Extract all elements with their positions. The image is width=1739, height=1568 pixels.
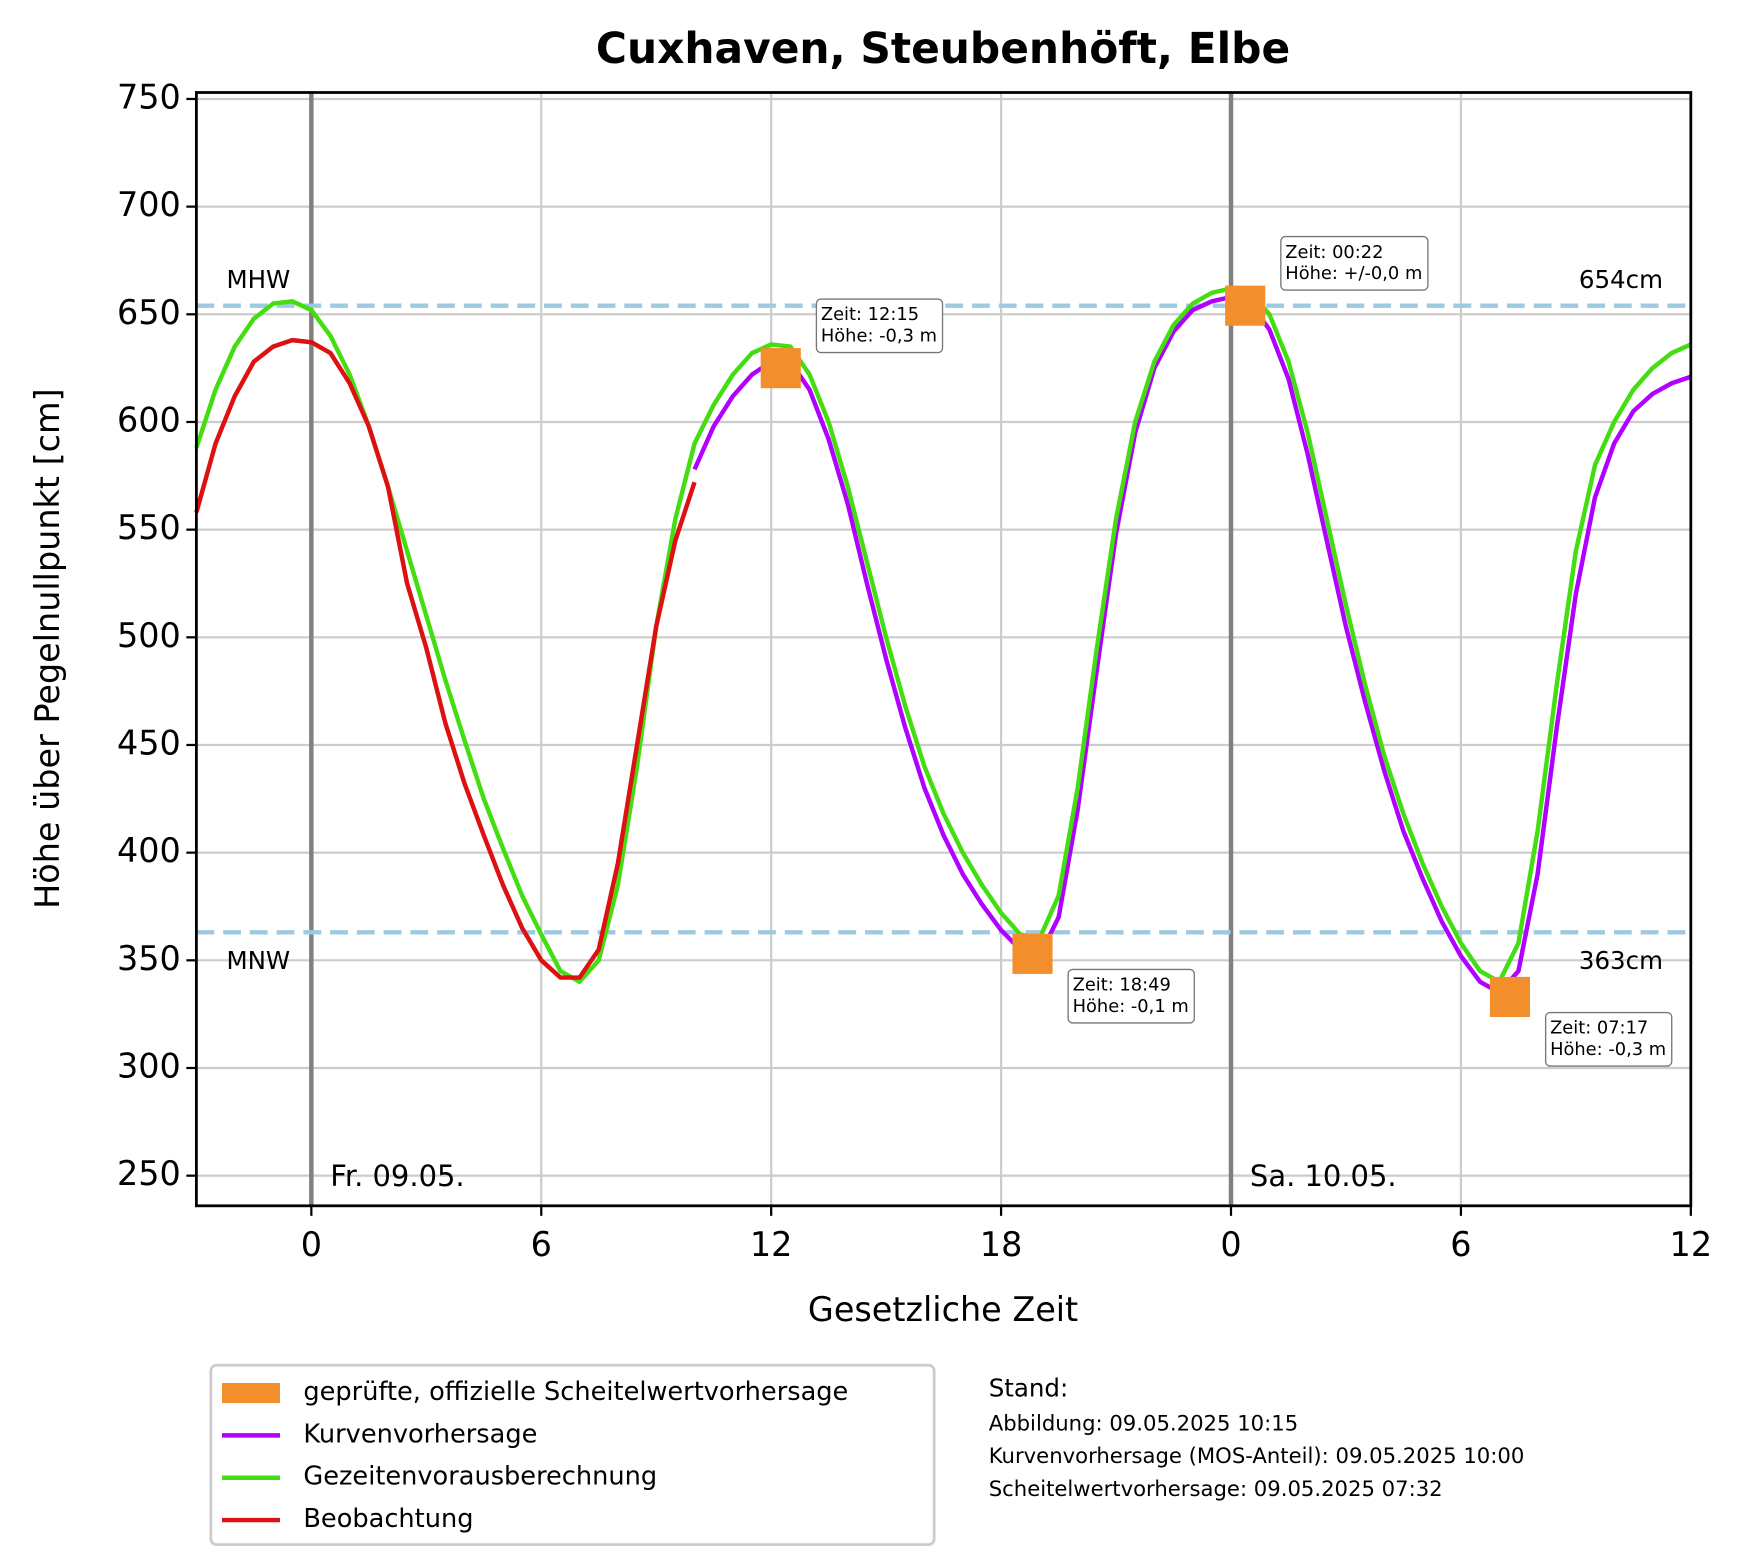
annotation-box [1280, 235, 1429, 291]
y-tick-label: 450 [117, 723, 181, 762]
y-tick-label: 250 [117, 1154, 181, 1193]
annotation-text: Zeit: 12:15 [821, 304, 919, 325]
day-label: Fr. 09.05. [330, 1159, 464, 1193]
y-tick-label: 750 [117, 77, 181, 116]
legend-label: Beobachtung [303, 1504, 473, 1534]
x-tick-label: 0 [1220, 1225, 1241, 1264]
reference-value-label: 654cm [1579, 265, 1663, 294]
reference-value-label: 363cm [1579, 946, 1663, 975]
y-tick-label: 350 [117, 939, 181, 978]
y-tick-label: 400 [117, 831, 181, 870]
note: Kurvenvorhersage (MOS-Anteil): 09.05.202… [989, 1443, 1525, 1468]
note: Scheitelwertvorhersage: 09.05.2025 07:32 [989, 1476, 1443, 1501]
x-tick-label: 12 [750, 1225, 793, 1264]
annotation-box [1544, 1011, 1673, 1067]
crest-marker [760, 348, 801, 389]
y-tick-label: 500 [117, 616, 181, 655]
note: Stand: [989, 1373, 1069, 1402]
y-axis-label: Höhe über Pegelnullpunkt [cm] [28, 388, 67, 908]
annotation-text: Höhe: -0,3 m [821, 325, 937, 346]
annotation-text: Zeit: 07:17 [1550, 1018, 1648, 1039]
y-tick-label: 300 [117, 1046, 181, 1085]
y-tick-label: 700 [117, 185, 181, 224]
annotation-text: Zeit: 18:49 [1073, 975, 1171, 996]
x-tick-label: 6 [531, 1225, 552, 1264]
crest-marker [1225, 285, 1266, 326]
legend-box [209, 1363, 936, 1546]
x-tick-label: 12 [1670, 1225, 1713, 1264]
note: Abbildung: 09.05.2025 10:15 [989, 1410, 1298, 1435]
y-tick-label: 650 [117, 293, 181, 332]
legend-label: geprüfte, offizielle Scheitelwertvorhers… [303, 1377, 848, 1407]
annotation-text: Höhe: -0,1 m [1073, 996, 1189, 1017]
annotation-text: Höhe: +/-0,0 m [1285, 263, 1422, 284]
annotation-box [815, 298, 944, 354]
annotation-text: Zeit: 00:22 [1285, 242, 1383, 263]
chart-title: Cuxhaven, Steubenhöft, Elbe [596, 24, 1290, 73]
data-line [194, 286, 1692, 985]
crest-marker [1489, 976, 1531, 1017]
reference-label: MNW [226, 946, 290, 975]
y-tick-label: 550 [117, 508, 181, 547]
plot-frame [194, 91, 1693, 1208]
y-tick-label: 600 [117, 400, 181, 439]
day-label: Sa. 10.05. [1250, 1159, 1397, 1193]
legend-swatch [222, 1383, 280, 1404]
annotation-text: Höhe: -0,3 m [1550, 1039, 1666, 1060]
data-line [692, 294, 1692, 995]
x-tick-label: 6 [1450, 1225, 1471, 1264]
data-line [194, 337, 697, 980]
x-tick-label: 18 [980, 1225, 1023, 1264]
legend-label: Kurvenvorhersage [303, 1419, 537, 1449]
reference-label: MHW [226, 265, 290, 294]
crest-marker [1012, 933, 1053, 974]
legend-label: Gezeitenvorausberechnung [303, 1462, 657, 1492]
annotation-box [1067, 968, 1195, 1024]
x-axis-label: Gesetzliche Zeit [808, 1290, 1078, 1329]
x-tick-label: 0 [301, 1225, 322, 1264]
